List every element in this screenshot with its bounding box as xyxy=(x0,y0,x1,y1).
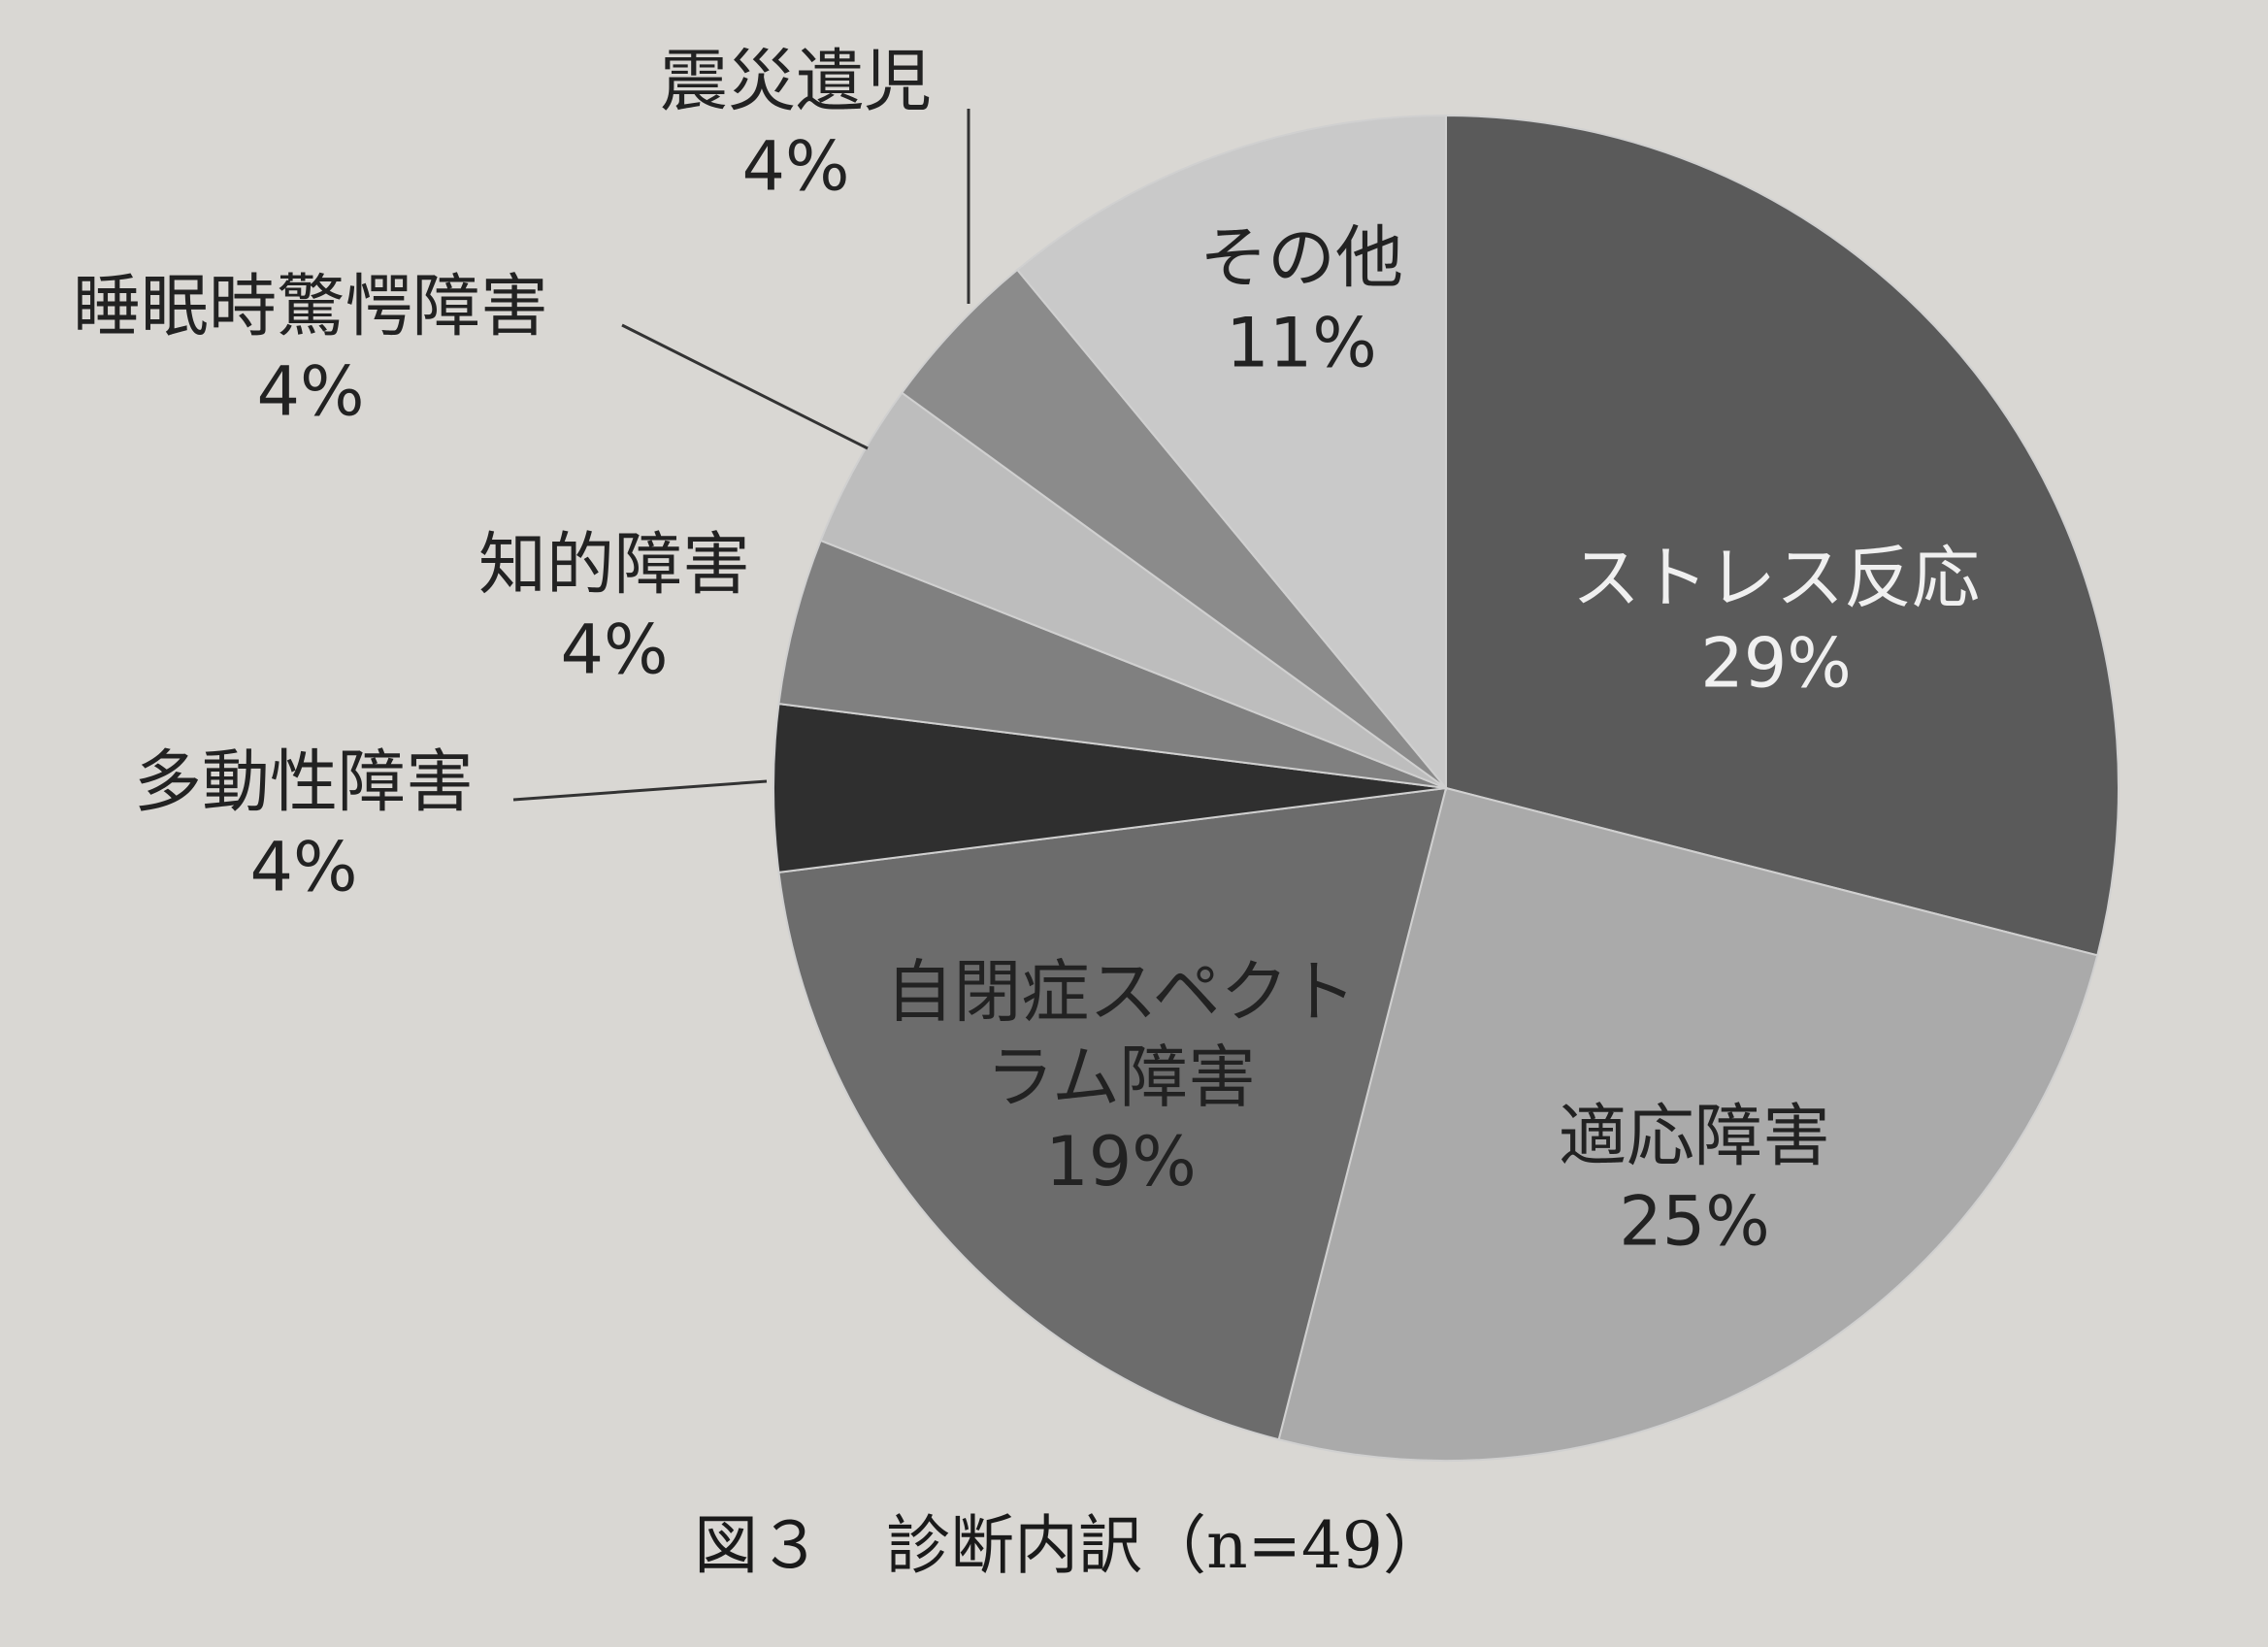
pie-slice xyxy=(1015,114,1447,791)
value-label: 4% xyxy=(256,351,365,431)
pie-slice xyxy=(1445,114,2120,957)
chart-title: 図３ 診断内訳（n=49） xyxy=(694,1508,1447,1583)
value-label: 19% xyxy=(1045,1121,1197,1202)
pie-slice xyxy=(777,786,1448,1441)
value-label: 25% xyxy=(1619,1181,1770,1261)
category-label: 多動性障害 xyxy=(134,741,474,822)
slice-label: 多動性障害 4% xyxy=(134,741,474,910)
slice-label: 自閉症スペクトラム障害 19% xyxy=(869,950,1373,1205)
slice-label: 適応障害 25% xyxy=(1559,1095,1830,1265)
slice-label: ストレス反応 29% xyxy=(1572,537,1980,707)
value-label: 4% xyxy=(741,126,850,206)
value-label: 11% xyxy=(1226,303,1377,382)
value-label: 4% xyxy=(560,609,669,689)
category-label: 睡眠時驚愕障害 xyxy=(73,266,548,346)
category-label: その他 xyxy=(1200,217,1403,298)
pie-slice xyxy=(1277,786,2099,1463)
category-label: 適応障害 xyxy=(1559,1096,1830,1176)
leader-line xyxy=(621,323,869,450)
leader-line xyxy=(512,779,768,802)
slice-label: 睡眠時驚愕障害 4% xyxy=(73,265,548,435)
value-label: 29% xyxy=(1700,623,1852,703)
slice-label: 知的障害 4% xyxy=(478,523,750,693)
category-label: ストレス反応 xyxy=(1572,538,1980,618)
slice-label: その他 11% xyxy=(1200,216,1403,386)
value-label: 4% xyxy=(249,827,358,906)
slice-label: 震災遺児 4% xyxy=(660,40,932,210)
category-label: 震災遺児 xyxy=(660,41,932,121)
category-label: 自閉症スペクトラム障害 xyxy=(885,951,1357,1117)
category-label: 知的障害 xyxy=(478,524,750,605)
